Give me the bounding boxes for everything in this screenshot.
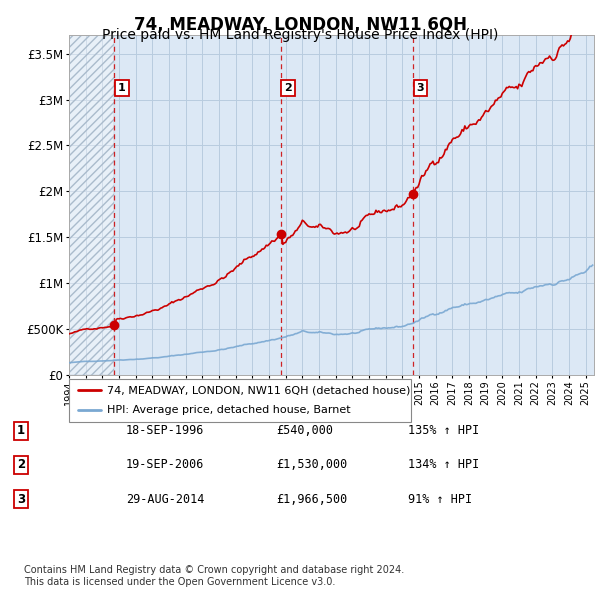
Text: £1,966,500: £1,966,500 (276, 493, 347, 506)
Text: 74, MEADWAY, LONDON, NW11 6QH (detached house): 74, MEADWAY, LONDON, NW11 6QH (detached … (107, 385, 410, 395)
Text: 19-SEP-2006: 19-SEP-2006 (126, 458, 205, 471)
Bar (69, 35, 115, 375)
Text: 74, MEADWAY, LONDON, NW11 6QH: 74, MEADWAY, LONDON, NW11 6QH (133, 16, 467, 34)
Text: £540,000: £540,000 (276, 424, 333, 437)
Text: 18-SEP-1996: 18-SEP-1996 (126, 424, 205, 437)
Text: 3: 3 (416, 83, 424, 93)
Text: 29-AUG-2014: 29-AUG-2014 (126, 493, 205, 506)
Bar (69, 35, 115, 375)
Text: 1: 1 (17, 424, 25, 437)
FancyBboxPatch shape (69, 379, 411, 422)
Text: 1: 1 (118, 83, 125, 93)
Text: Contains HM Land Registry data © Crown copyright and database right 2024.
This d: Contains HM Land Registry data © Crown c… (24, 565, 404, 587)
Text: Price paid vs. HM Land Registry's House Price Index (HPI): Price paid vs. HM Land Registry's House … (102, 28, 498, 42)
Text: 2: 2 (284, 83, 292, 93)
Text: 134% ↑ HPI: 134% ↑ HPI (408, 458, 479, 471)
Text: 135% ↑ HPI: 135% ↑ HPI (408, 424, 479, 437)
Text: 91% ↑ HPI: 91% ↑ HPI (408, 493, 472, 506)
Text: 2: 2 (17, 458, 25, 471)
Text: £1,530,000: £1,530,000 (276, 458, 347, 471)
Text: 3: 3 (17, 493, 25, 506)
Text: HPI: Average price, detached house, Barnet: HPI: Average price, detached house, Barn… (107, 405, 350, 415)
